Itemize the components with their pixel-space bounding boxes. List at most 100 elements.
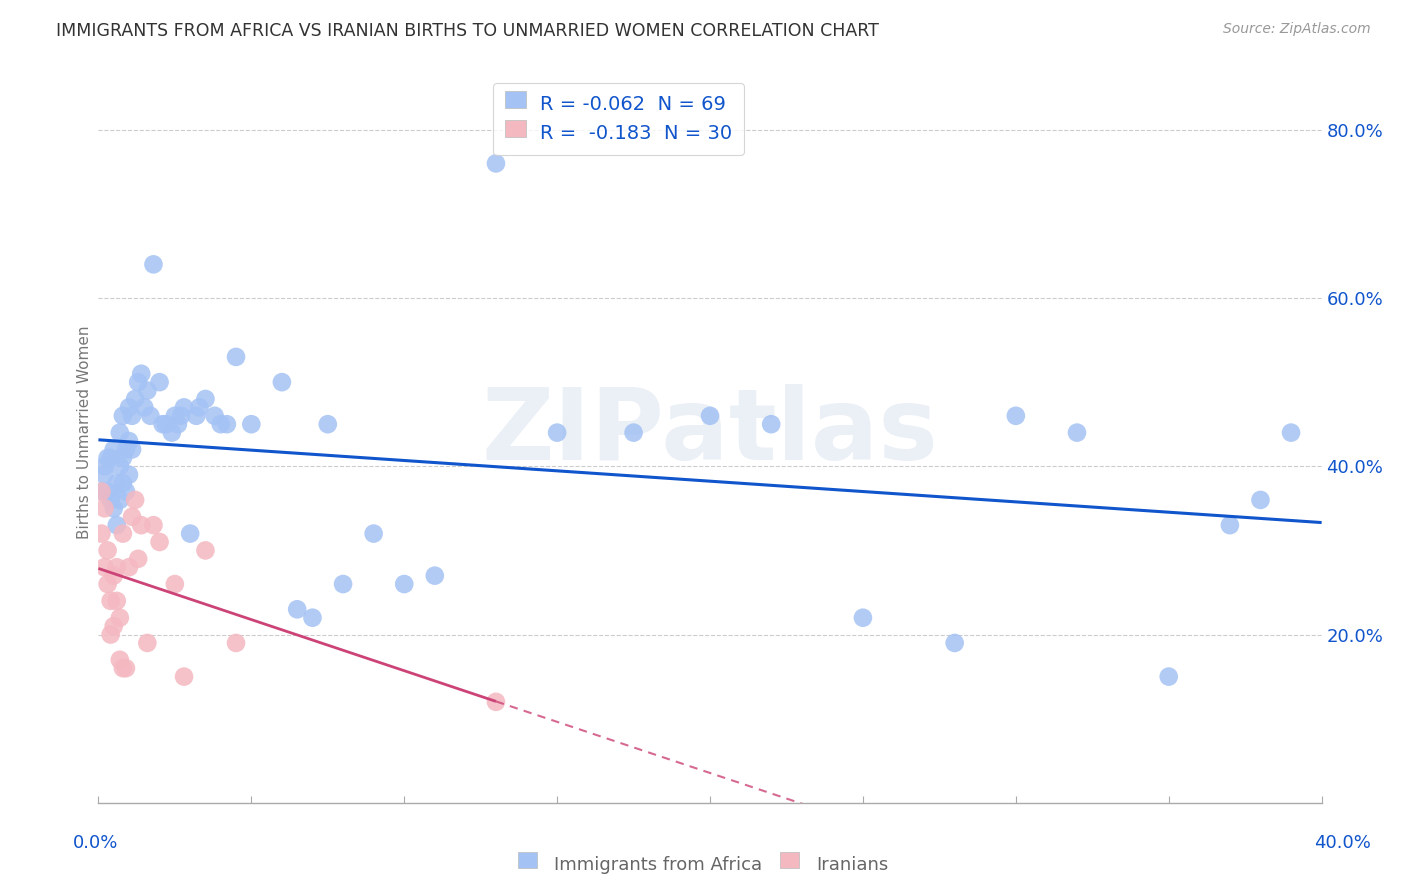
Point bbox=[115, 484, 138, 499]
Point bbox=[100, 492, 122, 507]
Point bbox=[1157, 670, 1180, 684]
Point bbox=[100, 450, 122, 465]
Point bbox=[173, 401, 195, 415]
Point bbox=[90, 484, 112, 499]
Point bbox=[97, 577, 120, 591]
Point bbox=[301, 610, 323, 624]
Point bbox=[118, 434, 141, 448]
Point bbox=[1066, 425, 1088, 440]
Point bbox=[111, 450, 134, 465]
Point bbox=[215, 417, 238, 432]
Point bbox=[100, 594, 122, 608]
Point bbox=[118, 467, 141, 482]
Point bbox=[115, 442, 138, 457]
Point bbox=[124, 492, 146, 507]
Point bbox=[108, 459, 131, 474]
Point bbox=[103, 442, 125, 457]
Point bbox=[108, 610, 131, 624]
Point bbox=[759, 417, 782, 432]
Point bbox=[97, 450, 120, 465]
Point bbox=[363, 526, 385, 541]
Point bbox=[105, 518, 128, 533]
Point bbox=[142, 518, 165, 533]
Point bbox=[139, 409, 162, 423]
Point bbox=[105, 594, 128, 608]
Point bbox=[129, 367, 152, 381]
Point bbox=[149, 375, 172, 389]
Point bbox=[485, 156, 508, 170]
Point bbox=[111, 476, 134, 491]
Point bbox=[105, 560, 128, 574]
Point bbox=[152, 417, 174, 432]
Point bbox=[97, 484, 120, 499]
Point bbox=[204, 409, 226, 423]
Point bbox=[108, 425, 131, 440]
Point bbox=[194, 543, 217, 558]
Point bbox=[103, 501, 125, 516]
Point bbox=[100, 627, 122, 641]
Point bbox=[392, 577, 416, 591]
Point bbox=[111, 526, 134, 541]
Point bbox=[209, 417, 232, 432]
Text: 0.0%: 0.0% bbox=[73, 834, 118, 852]
Point bbox=[105, 476, 128, 491]
Text: 40.0%: 40.0% bbox=[1315, 834, 1371, 852]
Text: ZIPatlas: ZIPatlas bbox=[482, 384, 938, 481]
Point bbox=[163, 577, 186, 591]
Point bbox=[93, 501, 115, 516]
Point bbox=[155, 417, 177, 432]
Point bbox=[108, 492, 131, 507]
Point bbox=[167, 417, 190, 432]
Point bbox=[118, 560, 141, 574]
Point bbox=[136, 636, 159, 650]
Legend: R = -0.062  N = 69, R =  -0.183  N = 30: R = -0.062 N = 69, R = -0.183 N = 30 bbox=[494, 83, 744, 155]
Point bbox=[188, 401, 211, 415]
Point bbox=[97, 543, 120, 558]
Point bbox=[194, 392, 217, 406]
Point bbox=[943, 636, 966, 650]
Point bbox=[93, 467, 115, 482]
Point bbox=[1249, 492, 1271, 507]
Point bbox=[129, 518, 152, 533]
Point bbox=[270, 375, 292, 389]
Point bbox=[186, 409, 208, 423]
Point bbox=[90, 526, 112, 541]
Point bbox=[108, 653, 131, 667]
Y-axis label: Births to Unmarried Women: Births to Unmarried Women bbox=[77, 326, 91, 540]
Point bbox=[142, 257, 165, 271]
Point bbox=[699, 409, 721, 423]
Point bbox=[127, 375, 149, 389]
Point bbox=[134, 401, 156, 415]
Point bbox=[546, 425, 568, 440]
Point bbox=[111, 661, 134, 675]
Point bbox=[93, 459, 115, 474]
Point bbox=[121, 409, 143, 423]
Point bbox=[623, 425, 645, 440]
Point bbox=[225, 636, 247, 650]
Text: Source: ZipAtlas.com: Source: ZipAtlas.com bbox=[1223, 22, 1371, 37]
Point bbox=[1004, 409, 1026, 423]
Point bbox=[118, 401, 141, 415]
Point bbox=[103, 568, 125, 582]
Point bbox=[170, 409, 193, 423]
Point bbox=[173, 670, 195, 684]
Text: IMMIGRANTS FROM AFRICA VS IRANIAN BIRTHS TO UNMARRIED WOMEN CORRELATION CHART: IMMIGRANTS FROM AFRICA VS IRANIAN BIRTHS… bbox=[56, 22, 879, 40]
Point bbox=[240, 417, 263, 432]
Point bbox=[90, 484, 112, 499]
Point bbox=[332, 577, 354, 591]
Point bbox=[136, 384, 159, 398]
Point bbox=[316, 417, 339, 432]
Point bbox=[423, 568, 446, 582]
Point bbox=[485, 695, 508, 709]
Point bbox=[93, 560, 115, 574]
Point bbox=[103, 619, 125, 633]
Point bbox=[121, 442, 143, 457]
Point bbox=[121, 509, 143, 524]
Point bbox=[852, 610, 875, 624]
Point bbox=[1279, 425, 1302, 440]
Point bbox=[160, 425, 183, 440]
Legend: Immigrants from Africa, Iranians: Immigrants from Africa, Iranians bbox=[509, 847, 897, 883]
Point bbox=[179, 526, 201, 541]
Point bbox=[149, 535, 172, 549]
Point bbox=[127, 551, 149, 566]
